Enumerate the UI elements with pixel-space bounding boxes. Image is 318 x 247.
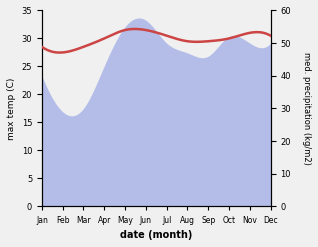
X-axis label: date (month): date (month) [120, 230, 192, 240]
Y-axis label: med. precipitation (kg/m2): med. precipitation (kg/m2) [302, 52, 311, 165]
Y-axis label: max temp (C): max temp (C) [7, 77, 16, 140]
